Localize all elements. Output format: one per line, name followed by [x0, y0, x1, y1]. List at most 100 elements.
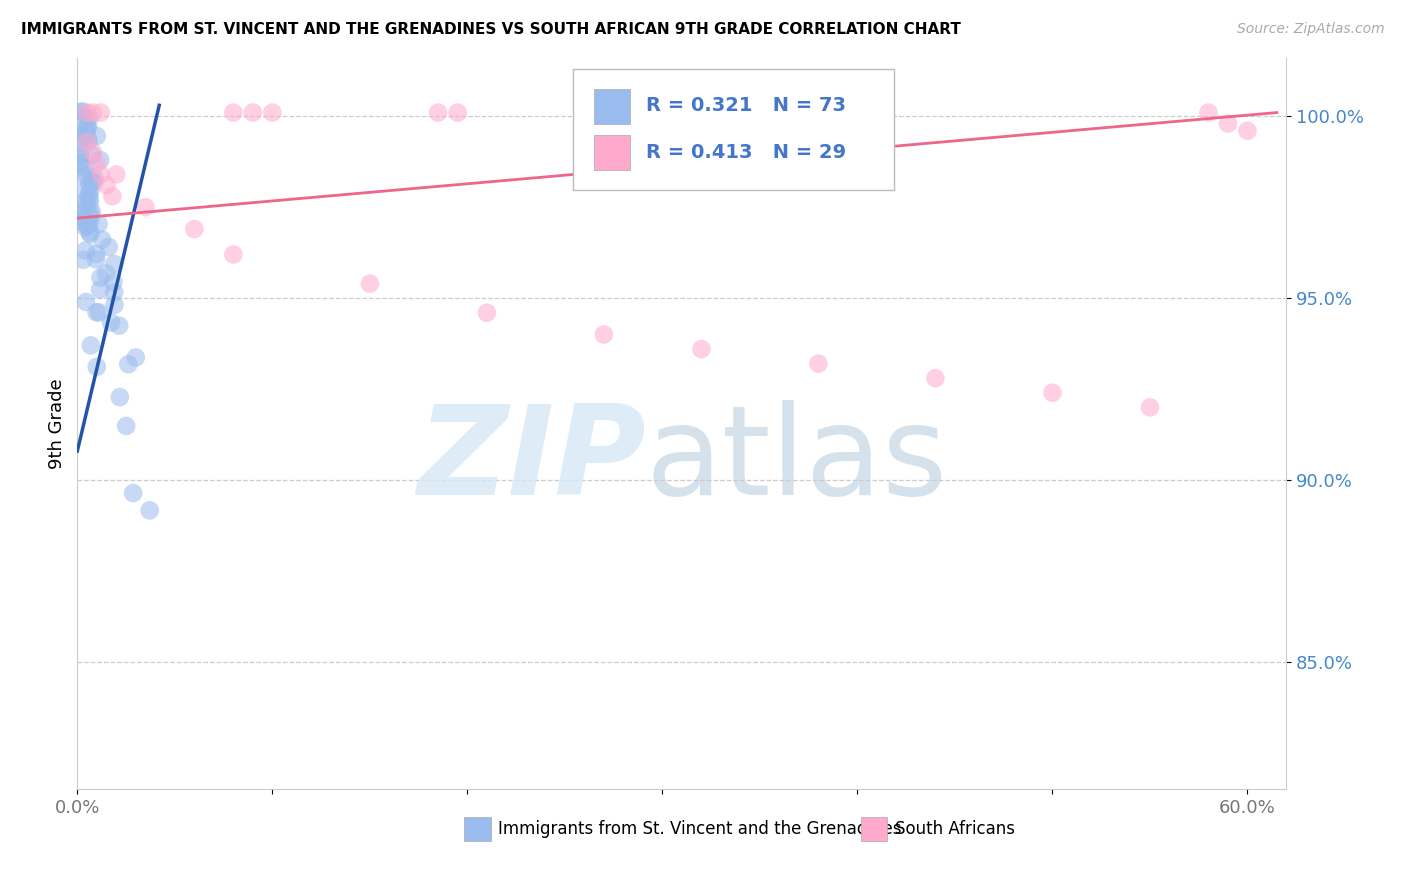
Point	[89, 283, 111, 297]
Point	[1139, 401, 1161, 415]
Point	[79, 185, 101, 199]
Point	[77, 217, 100, 231]
Point	[80, 205, 103, 219]
Point	[84, 252, 107, 267]
Point	[75, 244, 97, 258]
Point	[103, 257, 125, 271]
Point	[138, 503, 160, 517]
Point	[135, 200, 157, 214]
Point	[89, 270, 111, 285]
Point	[122, 486, 145, 500]
Point	[86, 247, 108, 261]
Point	[72, 204, 94, 219]
Point	[72, 169, 94, 184]
Point	[80, 211, 103, 226]
Text: IMMIGRANTS FROM ST. VINCENT AND THE GRENADINES VS SOUTH AFRICAN 9TH GRADE CORREL: IMMIGRANTS FROM ST. VINCENT AND THE GREN…	[21, 22, 960, 37]
Point	[90, 168, 112, 182]
Point	[79, 207, 101, 221]
Point	[69, 105, 91, 120]
Point	[103, 298, 125, 312]
Point	[97, 240, 120, 254]
Point	[69, 215, 91, 229]
Point	[87, 305, 110, 319]
Point	[1216, 116, 1239, 130]
Point	[73, 185, 96, 199]
Point	[446, 105, 468, 120]
Bar	[860, 817, 887, 840]
Point	[242, 105, 264, 120]
Point	[79, 195, 101, 210]
Text: Immigrants from St. Vincent and the Grenadines: Immigrants from St. Vincent and the Gren…	[498, 820, 901, 838]
Point	[101, 189, 124, 203]
Point	[69, 155, 91, 169]
Point	[222, 105, 245, 120]
Point	[80, 148, 103, 162]
Point	[262, 105, 284, 120]
Point	[70, 156, 93, 170]
Point	[96, 178, 118, 193]
Point	[76, 168, 98, 182]
Point	[86, 156, 108, 170]
Point	[1198, 105, 1220, 120]
Point	[72, 211, 94, 226]
Point	[75, 295, 97, 310]
Point	[79, 111, 101, 125]
Point	[1236, 124, 1258, 138]
Point	[90, 105, 112, 120]
Point	[76, 119, 98, 133]
Point	[75, 194, 97, 208]
Point	[76, 196, 98, 211]
Point	[72, 212, 94, 227]
Point	[1042, 385, 1064, 400]
Point	[103, 275, 125, 289]
Y-axis label: 9th Grade: 9th Grade	[48, 378, 66, 469]
Text: R = 0.321   N = 73: R = 0.321 N = 73	[645, 96, 845, 115]
Point	[87, 217, 110, 231]
Point	[80, 338, 103, 352]
Point	[427, 105, 450, 120]
Point	[115, 419, 138, 434]
Point	[72, 252, 94, 267]
Point	[86, 305, 108, 319]
Text: R = 0.413   N = 29: R = 0.413 N = 29	[645, 143, 846, 161]
Bar	[464, 817, 491, 840]
Point	[222, 247, 245, 261]
Point	[94, 267, 117, 281]
Text: Source: ZipAtlas.com: Source: ZipAtlas.com	[1237, 22, 1385, 37]
Point	[79, 192, 101, 206]
FancyBboxPatch shape	[574, 69, 894, 190]
Point	[70, 206, 93, 220]
Bar	[593, 88, 630, 124]
Point	[77, 187, 100, 202]
Point	[76, 105, 98, 120]
Point	[82, 175, 104, 189]
Point	[108, 318, 131, 333]
Point	[79, 225, 101, 239]
Point	[77, 120, 100, 135]
Point	[86, 129, 108, 144]
Point	[82, 145, 104, 160]
Point	[475, 306, 498, 320]
Point	[103, 285, 125, 300]
Point	[125, 351, 148, 365]
Point	[807, 357, 830, 371]
Point	[73, 161, 96, 175]
Point	[72, 104, 94, 119]
Point	[70, 136, 93, 150]
Point	[83, 175, 105, 189]
Text: atlas: atlas	[645, 400, 948, 521]
Point	[86, 359, 108, 374]
Point	[82, 105, 104, 120]
Point	[76, 124, 98, 138]
Point	[69, 125, 91, 139]
Point	[79, 227, 101, 241]
Point	[72, 128, 94, 143]
Point	[593, 327, 616, 342]
Point	[91, 233, 114, 247]
Point	[77, 135, 100, 149]
Point	[183, 222, 205, 236]
Point	[73, 110, 96, 124]
Point	[100, 316, 122, 330]
Point	[690, 342, 713, 356]
Point	[89, 153, 111, 167]
